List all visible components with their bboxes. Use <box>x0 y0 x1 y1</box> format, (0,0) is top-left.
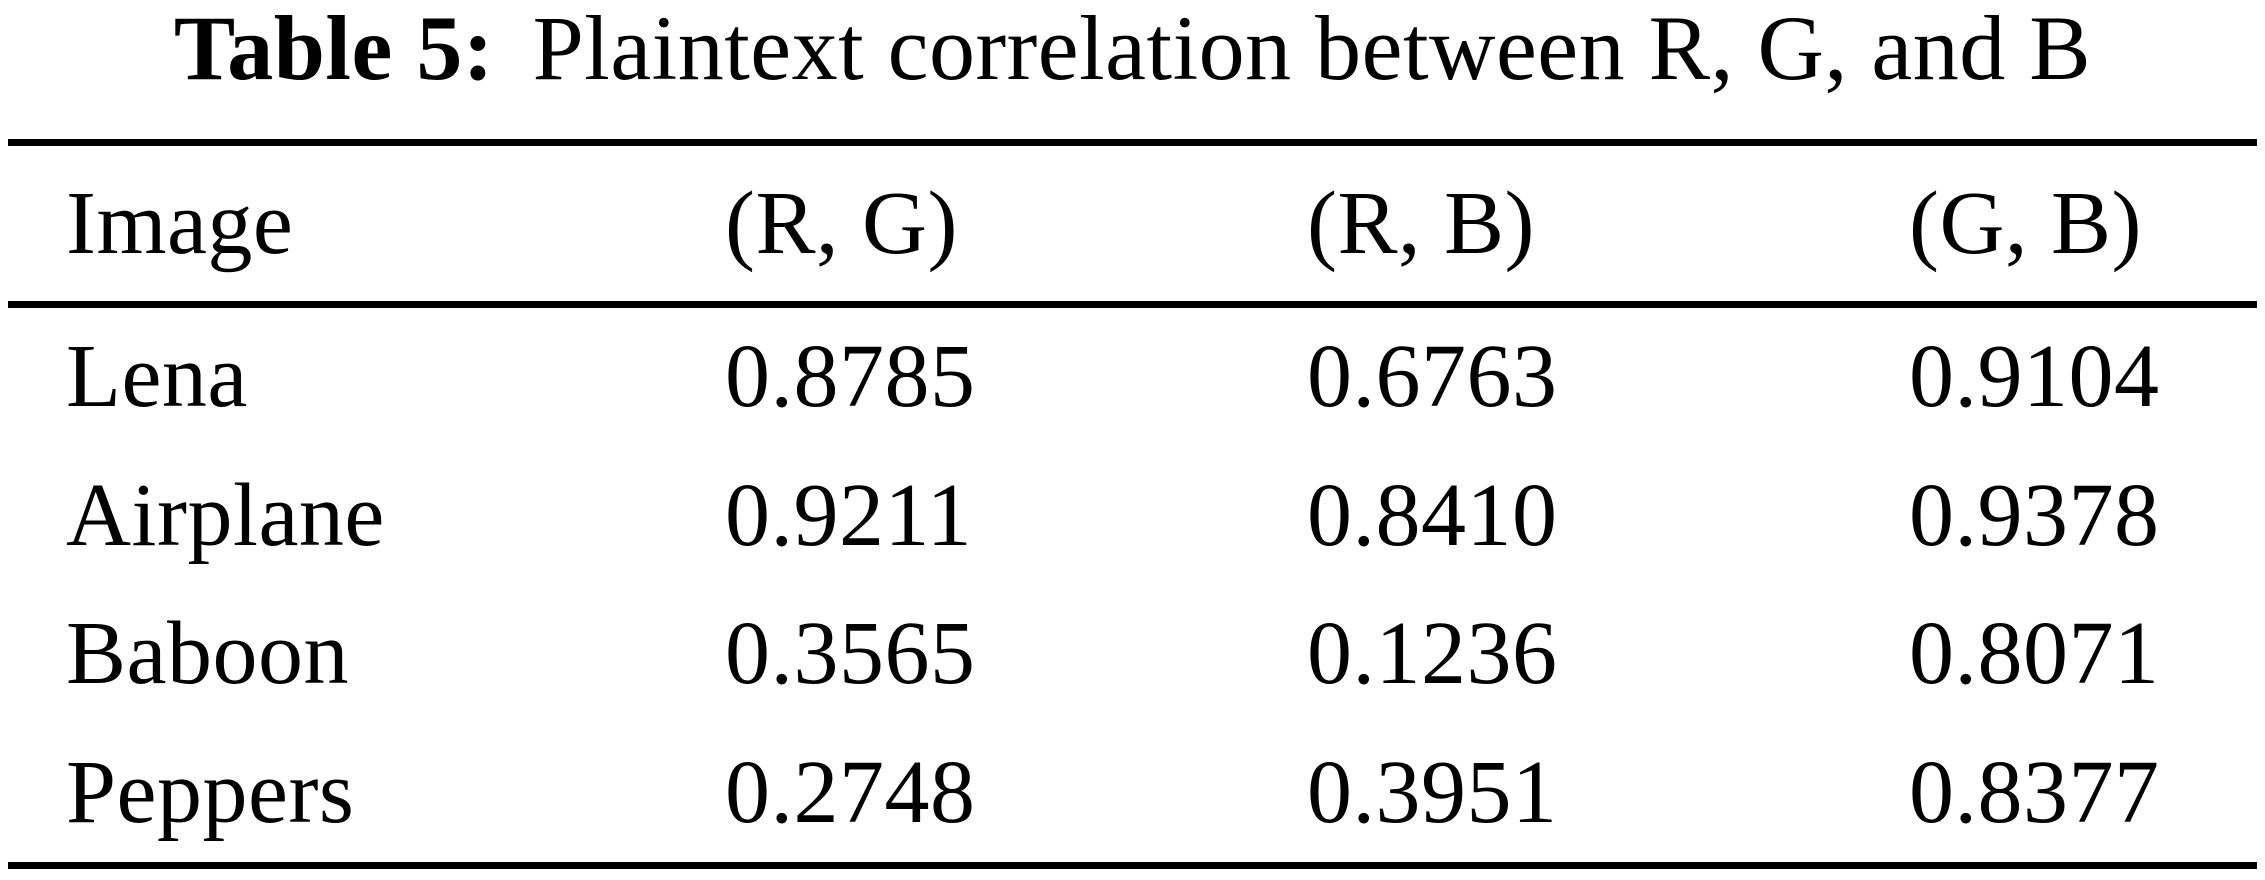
column-header-rg: (R, G) <box>725 173 958 273</box>
top-rule <box>8 139 2257 146</box>
column-header-rb: (R, B) <box>1307 173 1535 273</box>
row-peppers-rb: 0.3951 <box>1307 742 1558 842</box>
row-airplane-rb: 0.8410 <box>1307 465 1558 565</box>
table-header-row: Image (R, G) (R, B) (G, B) <box>0 146 2265 301</box>
row-peppers-image: Peppers <box>66 742 355 842</box>
row-baboon-rg: 0.3565 <box>725 604 976 704</box>
table-caption: Table 5: Plaintext correlation between R,… <box>0 0 2265 97</box>
row-lena-rb: 0.6763 <box>1307 327 1558 427</box>
row-baboon-gb: 0.8071 <box>1909 604 2160 704</box>
header-rule <box>8 301 2257 308</box>
table-body: Lena 0.8785 0.6763 0.9104 Airplane 0.921… <box>0 308 2265 862</box>
row-airplane-image: Airplane <box>66 465 385 565</box>
table-caption-text: Plaintext correlation between R, G, and … <box>532 0 2092 99</box>
column-header-gb: (G, B) <box>1909 173 2142 273</box>
row-lena-rg: 0.8785 <box>725 327 976 427</box>
row-airplane-gb: 0.9378 <box>1909 465 2160 565</box>
row-peppers-gb: 0.8377 <box>1909 742 2160 842</box>
row-peppers-rg: 0.2748 <box>725 742 976 842</box>
bottom-rule <box>8 862 2257 869</box>
row-baboon-rb: 0.1236 <box>1307 604 1558 704</box>
table-caption-number: Table 5: <box>173 0 494 99</box>
row-lena-gb: 0.9104 <box>1909 327 2160 427</box>
row-baboon-image: Baboon <box>66 604 349 704</box>
row-airplane-rg: 0.9211 <box>725 465 973 565</box>
row-lena-image: Lena <box>66 327 248 427</box>
column-header-image: Image <box>66 173 294 273</box>
